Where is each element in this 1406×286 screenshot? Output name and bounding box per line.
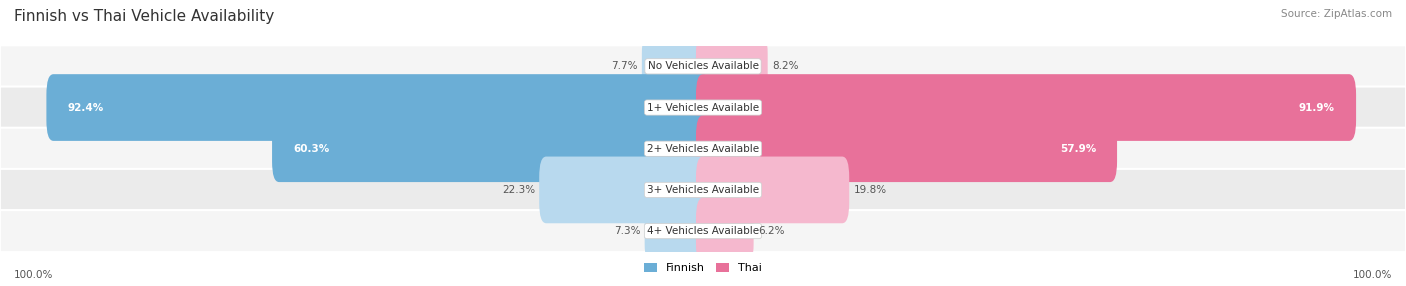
Text: 8.2%: 8.2% xyxy=(772,61,799,71)
Text: 91.9%: 91.9% xyxy=(1299,103,1336,112)
FancyBboxPatch shape xyxy=(46,74,710,141)
FancyBboxPatch shape xyxy=(0,87,1406,128)
Text: 57.9%: 57.9% xyxy=(1060,144,1097,154)
Text: 7.7%: 7.7% xyxy=(612,61,638,71)
Text: 19.8%: 19.8% xyxy=(853,185,887,195)
FancyBboxPatch shape xyxy=(540,156,710,223)
Text: 100.0%: 100.0% xyxy=(14,270,53,280)
Text: 4+ Vehicles Available: 4+ Vehicles Available xyxy=(647,226,759,236)
Text: 92.4%: 92.4% xyxy=(67,103,104,112)
Text: 1+ Vehicles Available: 1+ Vehicles Available xyxy=(647,103,759,112)
Text: 60.3%: 60.3% xyxy=(294,144,329,154)
FancyBboxPatch shape xyxy=(0,169,1406,211)
FancyBboxPatch shape xyxy=(696,33,768,100)
Text: 7.3%: 7.3% xyxy=(614,226,641,236)
FancyBboxPatch shape xyxy=(643,33,710,100)
FancyBboxPatch shape xyxy=(696,198,754,265)
FancyBboxPatch shape xyxy=(0,128,1406,170)
FancyBboxPatch shape xyxy=(696,156,849,223)
FancyBboxPatch shape xyxy=(0,45,1406,87)
FancyBboxPatch shape xyxy=(273,115,710,182)
FancyBboxPatch shape xyxy=(696,115,1118,182)
FancyBboxPatch shape xyxy=(0,210,1406,252)
Text: Source: ZipAtlas.com: Source: ZipAtlas.com xyxy=(1281,9,1392,19)
Text: No Vehicles Available: No Vehicles Available xyxy=(648,61,758,71)
FancyBboxPatch shape xyxy=(696,74,1355,141)
Text: 100.0%: 100.0% xyxy=(1353,270,1392,280)
Text: 6.2%: 6.2% xyxy=(758,226,785,236)
Text: Finnish vs Thai Vehicle Availability: Finnish vs Thai Vehicle Availability xyxy=(14,9,274,23)
Text: 22.3%: 22.3% xyxy=(502,185,536,195)
Legend: Finnish, Thai: Finnish, Thai xyxy=(640,258,766,278)
Text: 2+ Vehicles Available: 2+ Vehicles Available xyxy=(647,144,759,154)
Text: 3+ Vehicles Available: 3+ Vehicles Available xyxy=(647,185,759,195)
FancyBboxPatch shape xyxy=(645,198,710,265)
